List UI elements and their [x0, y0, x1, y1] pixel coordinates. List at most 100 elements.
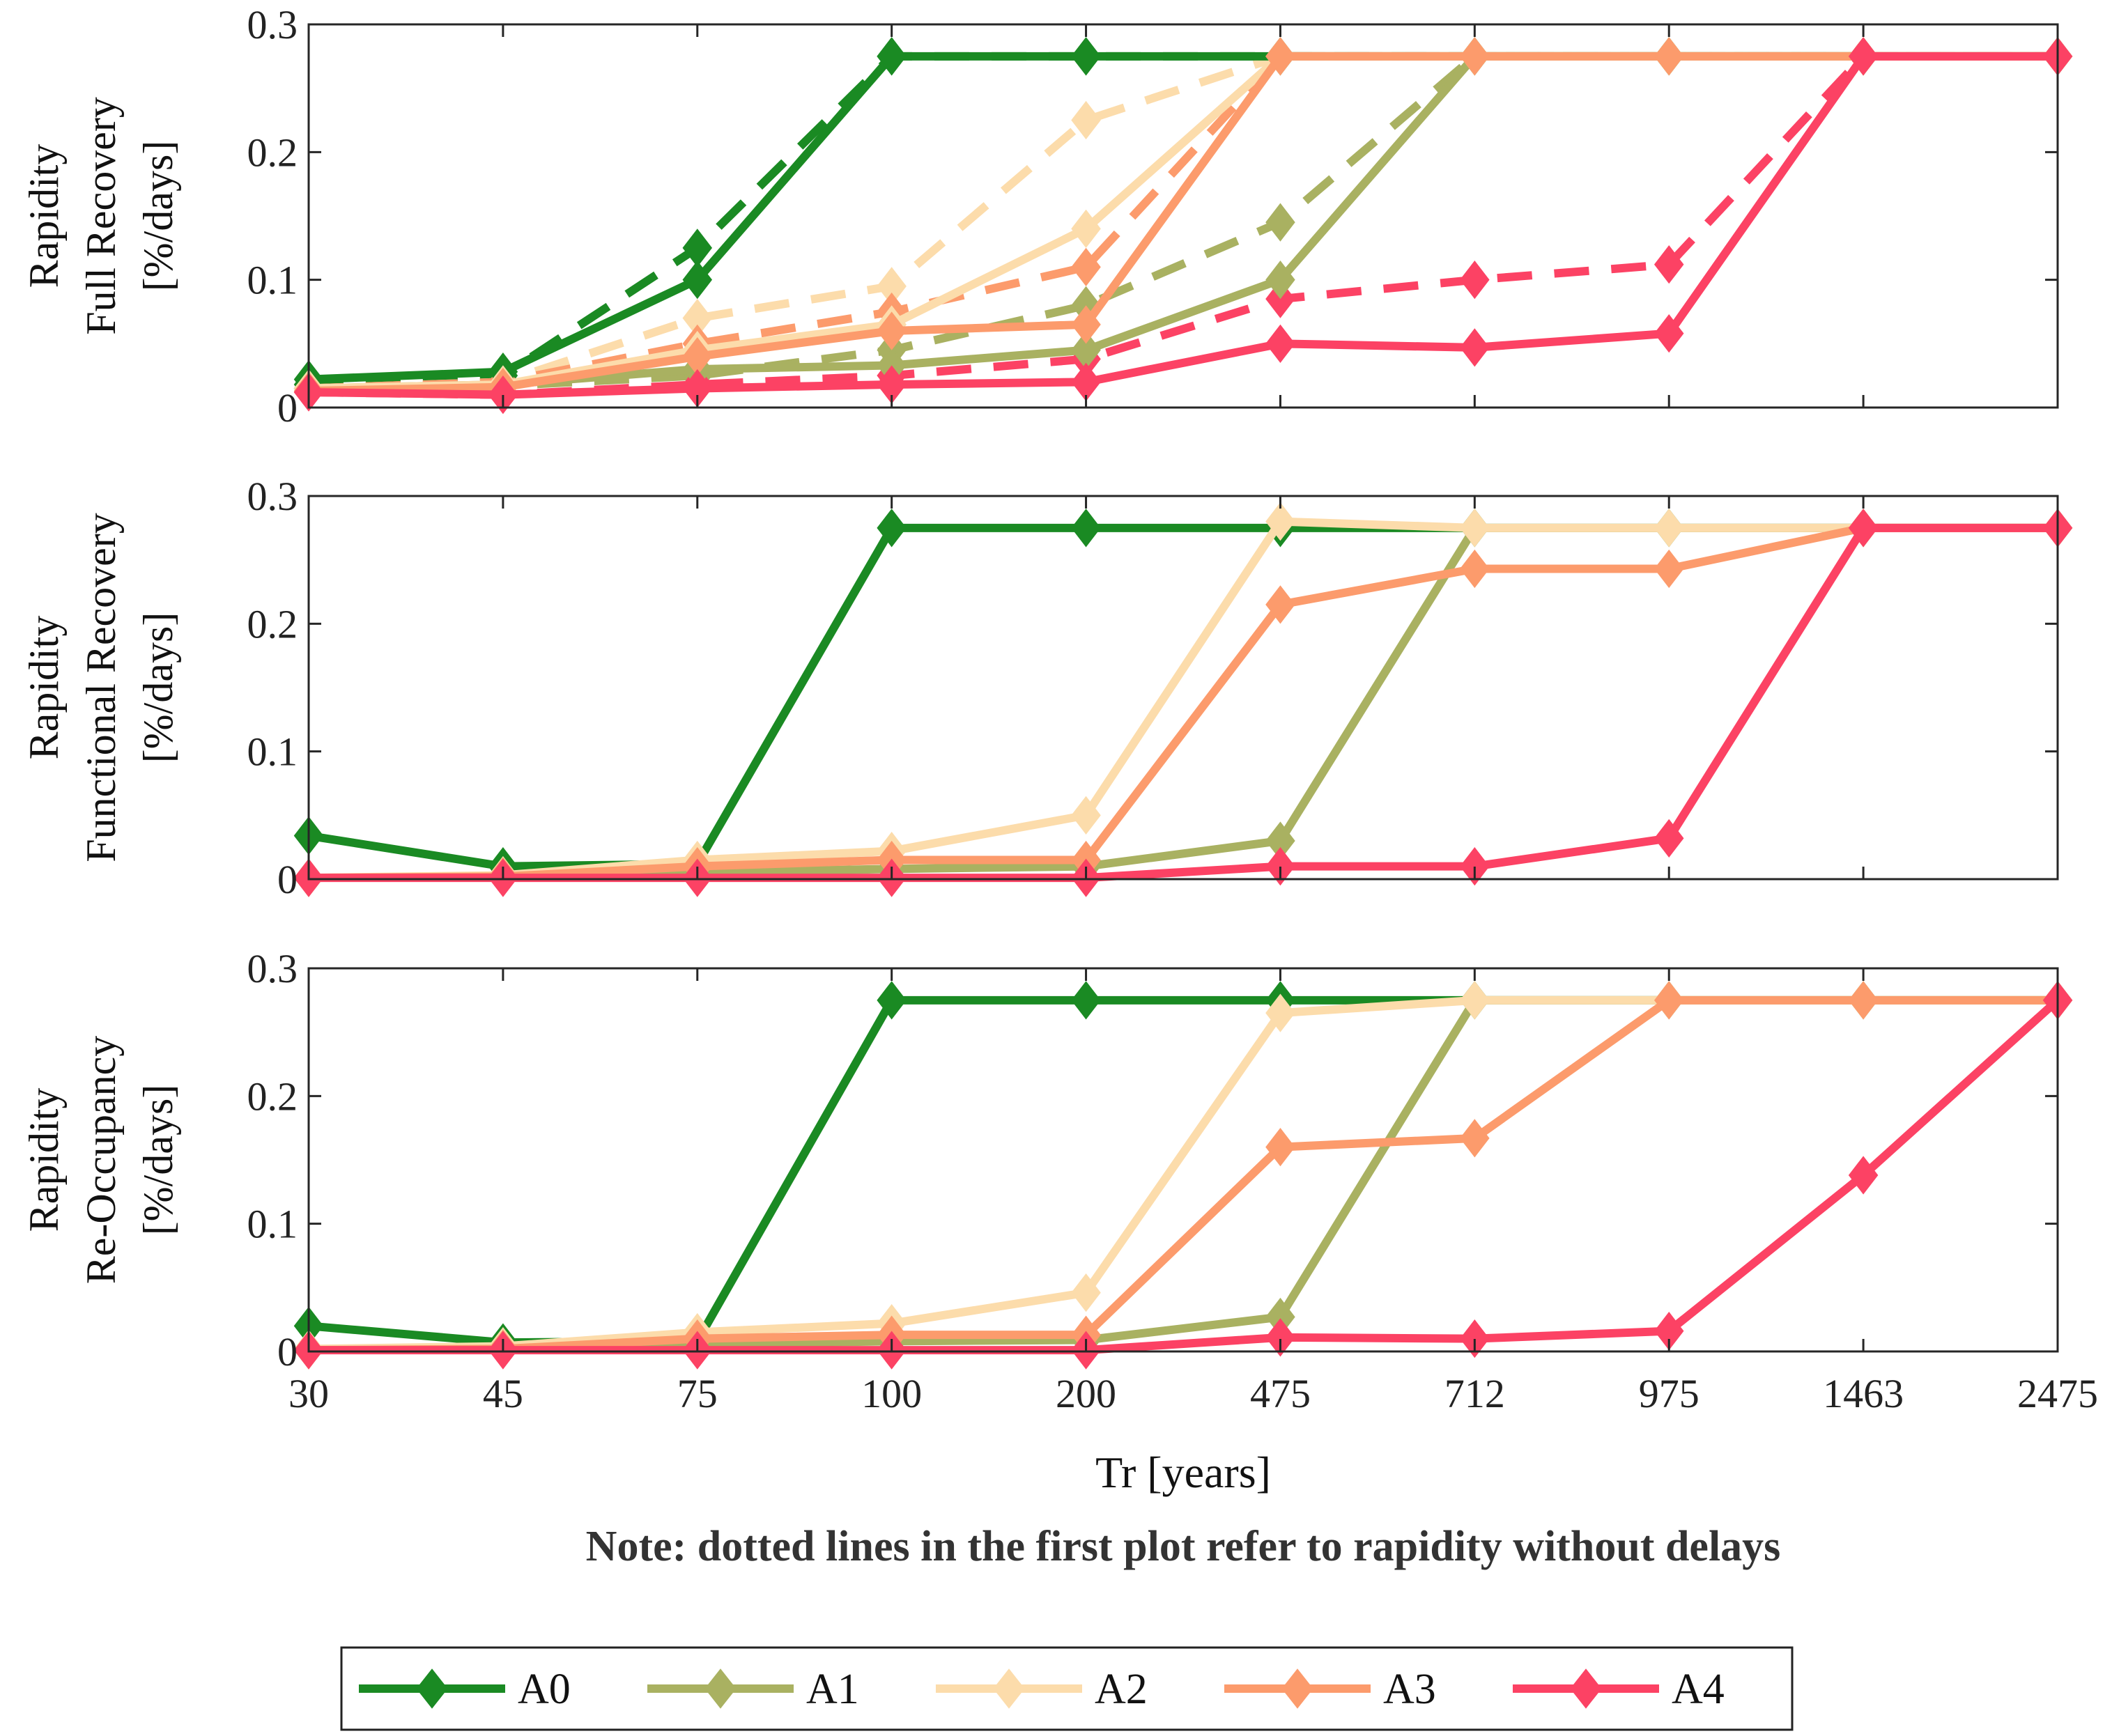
y-tick-label: 0.2 [247, 1074, 298, 1119]
data-point-a4 [1460, 1319, 1490, 1358]
panel-full-recovery: 0 0.1 0.2 0.3 Rapidity Full Recovery [%/day… [21, 2, 2073, 431]
y-axis-label-line1: Rapidity [21, 1088, 67, 1232]
data-point-a2 [1265, 993, 1295, 1032]
data-point-a2 [1071, 796, 1101, 835]
axes-frame [307, 23, 2059, 409]
data-point-a2 [1071, 209, 1101, 248]
data-point-a0 [1071, 981, 1101, 1020]
data-point-a3 [1654, 549, 1684, 589]
x-tick-label: 75 [677, 1371, 718, 1416]
y-tick-label: 0 [277, 1329, 298, 1374]
y-tick-label: 0.1 [247, 1202, 298, 1247]
data-point-a4 [1265, 1318, 1295, 1357]
data-point-a3 [1460, 1119, 1490, 1158]
y-tick-label: 0.3 [247, 474, 298, 519]
data-point-a4 [1460, 328, 1490, 367]
data-point-a4 [1848, 1156, 1879, 1195]
y-tick-label: 0.3 [247, 946, 298, 991]
plot-area [293, 37, 2073, 414]
data-point-a0 [1071, 509, 1101, 548]
data-point-a3 [1460, 549, 1490, 589]
data-point-a0 [877, 509, 907, 548]
y-axis-label-line3: [%/days] [135, 612, 181, 764]
data-point-a3 [1265, 585, 1295, 624]
y-tick-label: 0.2 [247, 130, 298, 175]
data-point-a1-dashed [1265, 203, 1295, 242]
data-point-a3-dashed [1071, 247, 1101, 286]
x-tick-label: 30 [288, 1371, 329, 1416]
data-point-a2 [1460, 981, 1490, 1020]
y-axis-label-line1: Rapidity [21, 616, 67, 760]
y-ticks: 0 0.1 0.2 0.3 [247, 946, 2059, 1374]
legend-label-a4: A4 [1672, 1666, 1725, 1713]
data-point-a3 [1848, 981, 1879, 1020]
legend-marker-a2 [993, 1668, 1025, 1709]
x-tick-label: 2475 [2017, 1371, 2098, 1416]
axes-frame [307, 967, 2059, 1353]
data-point-a2 [1460, 509, 1490, 548]
y-ticks: 0 0.1 0.2 0.3 [247, 2, 2059, 431]
legend-marker-a0 [416, 1668, 448, 1709]
y-axis-label-line2: Functional Recovery [78, 513, 124, 862]
data-point-a0 [877, 37, 907, 76]
x-tick-label: 1463 [1823, 1371, 1904, 1416]
data-point-a4 [1265, 324, 1295, 363]
x-tick-label: 200 [1056, 1371, 1116, 1416]
data-point-a3 [1654, 981, 1684, 1020]
data-point-a4 [1848, 37, 1879, 76]
y-ticks: 0 0.1 0.2 0.3 [247, 474, 2059, 902]
series-line-a3 [308, 523, 2058, 883]
x-tick-labels: 30 45 75 100 200 475 712 975 1463 2475 [288, 1371, 2098, 1416]
y-tick-label: 0.2 [247, 601, 298, 646]
data-point-a3 [1460, 37, 1490, 76]
data-point-a3 [877, 311, 907, 350]
y-tick-label: 0.1 [247, 729, 298, 775]
data-point-a4 [1654, 314, 1684, 353]
data-point-a3 [1071, 305, 1101, 344]
data-point-a3 [1265, 37, 1295, 76]
series-line-a4 [309, 523, 2058, 883]
panel-re-occupancy: 0 0.1 0.2 0.3 Rapidity Re-Occupancy [%/days… [21, 946, 2073, 1374]
data-point-a2 [1071, 1273, 1101, 1312]
y-axis-label-line3: [%/days] [135, 141, 181, 292]
y-tick-label: 0.1 [247, 258, 298, 303]
x-tick-label: 475 [1250, 1371, 1311, 1416]
panel-functional-recovery: 00.10.20.3 Rapidity Functional Recovery … [21, 474, 2073, 902]
axes-frame [307, 495, 2059, 881]
legend-marker-a4 [1570, 1668, 1602, 1709]
x-tick-label: 45 [483, 1371, 523, 1416]
x-tick-label: 712 [1444, 1371, 1505, 1416]
legend-marker-a1 [704, 1668, 737, 1709]
series-line-a3 [308, 995, 2058, 1355]
data-point-a0 [1071, 37, 1101, 76]
y-axis-label-line1: Rapidity [21, 144, 67, 288]
series-line-a4 [308, 52, 2058, 399]
y-tick-label: 0 [277, 857, 298, 902]
data-point-a3 [1654, 37, 1684, 76]
series-line-a2-dashed [308, 52, 2058, 393]
data-point-a4 [488, 375, 518, 414]
data-point-a4 [1848, 509, 1879, 548]
data-point-a4-dashed [1654, 245, 1684, 284]
figure-note: Note: dotted lines in the first plot ref… [586, 1523, 1781, 1570]
y-axis-label-line2: Re-Occupancy [78, 1036, 124, 1284]
series-line-a4 [309, 997, 2061, 1355]
data-point-a4 [1265, 847, 1295, 886]
data-point-a4 [1460, 847, 1490, 886]
x-tick-label: 975 [1639, 1371, 1699, 1416]
data-point-a3 [1265, 1128, 1295, 1167]
data-point-a2 [1265, 502, 1295, 541]
y-tick-label: 0.3 [247, 2, 298, 47]
data-point-a2 [1654, 509, 1684, 548]
data-point-a4 [1654, 819, 1684, 858]
data-point-a4-dashed [1460, 261, 1490, 300]
y-axis-label-line2: Full Recovery [78, 97, 124, 335]
x-tick-label: 100 [861, 1371, 922, 1416]
data-point-a2-dashed [1071, 100, 1101, 140]
data-point-a1 [1265, 261, 1295, 300]
legend: A0 A1 A2 A3 A4 [340, 1646, 1794, 1731]
legend-label-a3: A3 [1383, 1666, 1436, 1713]
legend-marker-a3 [1281, 1668, 1313, 1709]
legend-entries: A0 A1 A2 A3 A4 [359, 1666, 1725, 1713]
